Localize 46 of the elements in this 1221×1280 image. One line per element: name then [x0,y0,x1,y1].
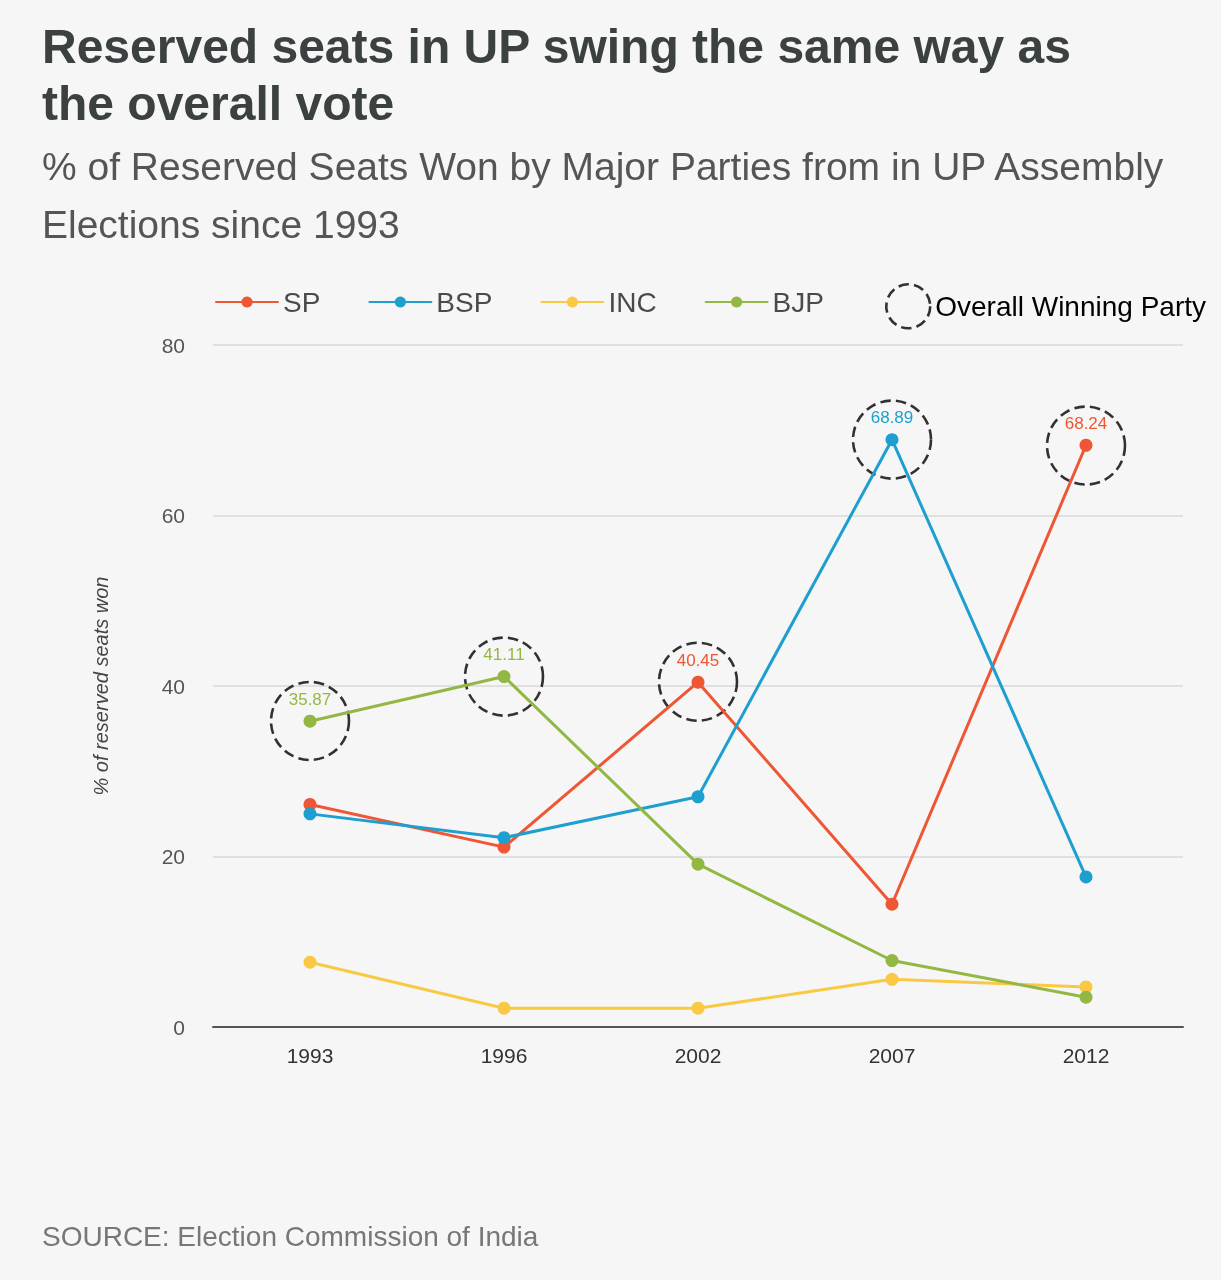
point [303,714,317,728]
y-tick-label: 20 [161,845,185,868]
y-tick-label: 0 [173,1015,185,1039]
chart-subtitle: % of Reserved Seats Won by Major Parties from in UP Assembly Elections since 1993 [42,144,1165,248]
x-tick-label: 2002 [674,1044,722,1067]
y-tick-label: 60 [161,504,185,527]
point [885,972,899,986]
point [691,857,705,871]
point [303,955,317,969]
data-label: 40.45 [676,650,720,670]
legend-label: Overall Winning Party [935,290,1207,322]
x-tick-label: 1993 [286,1044,334,1067]
data-label: 68.89 [870,408,914,428]
point [885,433,899,447]
point [1079,990,1093,1004]
point [497,1001,511,1015]
legend-label: BJP [772,286,824,318]
data-label: 68.24 [1064,413,1108,433]
data-label: 41.11 [483,645,525,665]
point [851,399,933,480]
point [657,641,739,723]
point [1079,870,1093,884]
legend-label: SP [283,286,321,318]
y-tick-label: 80 [161,333,185,357]
point [885,954,899,967]
y-tick-label: 40 [161,674,185,698]
x-tick-label: 2012 [1062,1044,1110,1067]
source-note: SOURCE: Election Commission of India [42,1221,539,1253]
x-tick-label: 2007 [868,1044,916,1067]
chart-title: Reserved seats in UP swing the same way as the overall vote [42,19,1072,132]
point [885,897,899,911]
y-axis-title: % of reserved seats won [90,576,112,796]
point [269,680,351,762]
x-tick-label: 1996 [480,1044,528,1067]
legend-label: INC [608,286,657,318]
data-label: 35.87 [288,689,332,709]
point [691,675,705,689]
point [463,636,545,717]
point [691,1001,705,1015]
point [1045,405,1127,486]
point [1079,438,1093,452]
legend-label: BSP [436,286,493,318]
point [691,790,705,804]
point [497,670,511,684]
point [303,807,317,821]
point [497,831,511,845]
